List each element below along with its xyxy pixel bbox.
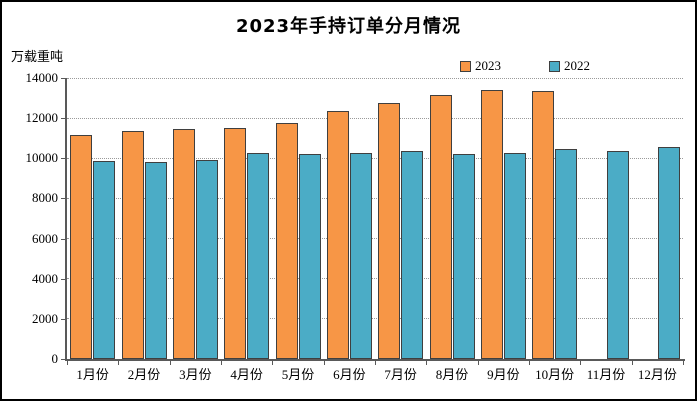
bar-2022-month-11 xyxy=(606,150,629,359)
y-axis-tick-label: 14000 xyxy=(25,70,59,85)
x-axis-tick xyxy=(375,361,376,365)
x-axis-tick-label: 3月份 xyxy=(179,367,212,382)
legend-swatch-2023-icon xyxy=(460,60,471,72)
bar-2023-month-8 xyxy=(429,94,452,359)
gridline xyxy=(67,77,683,79)
x-axis-tick-label: 4月份 xyxy=(230,367,263,382)
bar-2023-month-7 xyxy=(378,102,401,359)
x-axis-tick xyxy=(323,361,325,365)
bar-2022-month-4 xyxy=(247,152,270,359)
gridline xyxy=(67,157,683,159)
legend-swatch-2022-icon xyxy=(549,60,560,72)
x-axis-tick xyxy=(169,361,171,365)
legend-item-2022: 2022 xyxy=(549,58,590,74)
bar-2023-month-5 xyxy=(275,122,298,359)
x-axis-tick xyxy=(580,361,582,365)
y-axis-tick-label: 8000 xyxy=(32,190,58,206)
gridline xyxy=(67,197,683,199)
bar-2023-month-3 xyxy=(172,129,195,359)
x-axis-tick-label: 9月份 xyxy=(487,367,520,382)
legend-label-2023: 2023 xyxy=(475,58,501,73)
gridline xyxy=(67,117,683,119)
bar-2022-month-6 xyxy=(349,152,372,359)
bar-2022-month-8 xyxy=(452,154,475,359)
y-axis-tick-label: 6000 xyxy=(32,230,58,246)
x-axis-tick-label: 10月份 xyxy=(535,367,575,382)
x-axis-tick-label: 5月份 xyxy=(281,367,315,382)
bar-2022-month-1 xyxy=(93,161,116,359)
y-axis-tick xyxy=(61,78,65,79)
bar-2022-month-12 xyxy=(657,147,680,359)
x-axis-tick-label: 1月份 xyxy=(76,367,109,382)
x-axis-tick-label: 11月份 xyxy=(586,367,626,382)
bar-2023-month-2 xyxy=(121,131,144,359)
x-axis-tick-label: 8月份 xyxy=(435,367,469,382)
bar-2023-month-9 xyxy=(480,90,503,359)
bar-2022-month-5 xyxy=(298,154,321,359)
legend-item-2023: 2023 xyxy=(460,58,501,74)
y-axis-line xyxy=(65,78,67,360)
x-axis-tick xyxy=(477,361,479,365)
y-axis-tick-label: 2000 xyxy=(32,310,58,326)
x-axis-tick xyxy=(529,361,530,365)
legend: 2023 2022 xyxy=(460,58,590,74)
bar-2022-month-3 xyxy=(195,159,218,359)
bar-2022-month-10 xyxy=(555,149,578,359)
x-axis-tick xyxy=(118,361,120,365)
bar-2023-month-6 xyxy=(326,110,349,359)
gridline xyxy=(67,278,683,280)
bar-2023-month-1 xyxy=(70,135,93,359)
gridline xyxy=(67,238,683,240)
x-axis-tick-label: 6月份 xyxy=(333,367,366,382)
bar-2022-month-9 xyxy=(503,153,526,359)
x-axis-tick-label: 7月份 xyxy=(384,367,417,382)
x-axis-tick xyxy=(683,361,684,365)
bar-2023-month-4 xyxy=(224,128,247,359)
x-axis-tick xyxy=(272,361,274,365)
y-axis-tick xyxy=(61,118,65,120)
x-axis-tick xyxy=(67,361,68,365)
y-axis-tick-label: 10000 xyxy=(25,150,59,166)
y-axis-tick xyxy=(61,238,65,240)
x-axis-tick-label: 12月份 xyxy=(637,367,677,382)
x-axis-tick xyxy=(221,361,222,365)
x-axis-tick xyxy=(631,361,633,365)
gridline xyxy=(67,318,683,320)
y-axis-tick xyxy=(61,359,65,360)
legend-label-2022: 2022 xyxy=(564,58,590,73)
plot-area xyxy=(67,77,683,359)
bar-2023-month-10 xyxy=(532,90,555,359)
y-axis-tick-label: 12000 xyxy=(25,110,59,126)
x-axis-line xyxy=(65,359,685,361)
x-axis-tick-label: 2月份 xyxy=(127,367,161,382)
y-axis-tick-label: 0 xyxy=(51,351,59,366)
y-axis-tick xyxy=(61,278,65,280)
y-axis-tick xyxy=(61,318,65,320)
chart-title: 2023年手持订单分月情况 xyxy=(235,16,462,37)
y-axis-tick xyxy=(61,198,65,200)
y-axis-tick-label: 4000 xyxy=(32,270,58,286)
bar-2022-month-7 xyxy=(401,151,424,359)
y-axis-tick xyxy=(61,158,65,160)
x-axis-tick xyxy=(426,361,428,365)
bar-2022-month-2 xyxy=(144,162,167,359)
y-axis-unit-label: 万载重吨 xyxy=(11,49,64,64)
